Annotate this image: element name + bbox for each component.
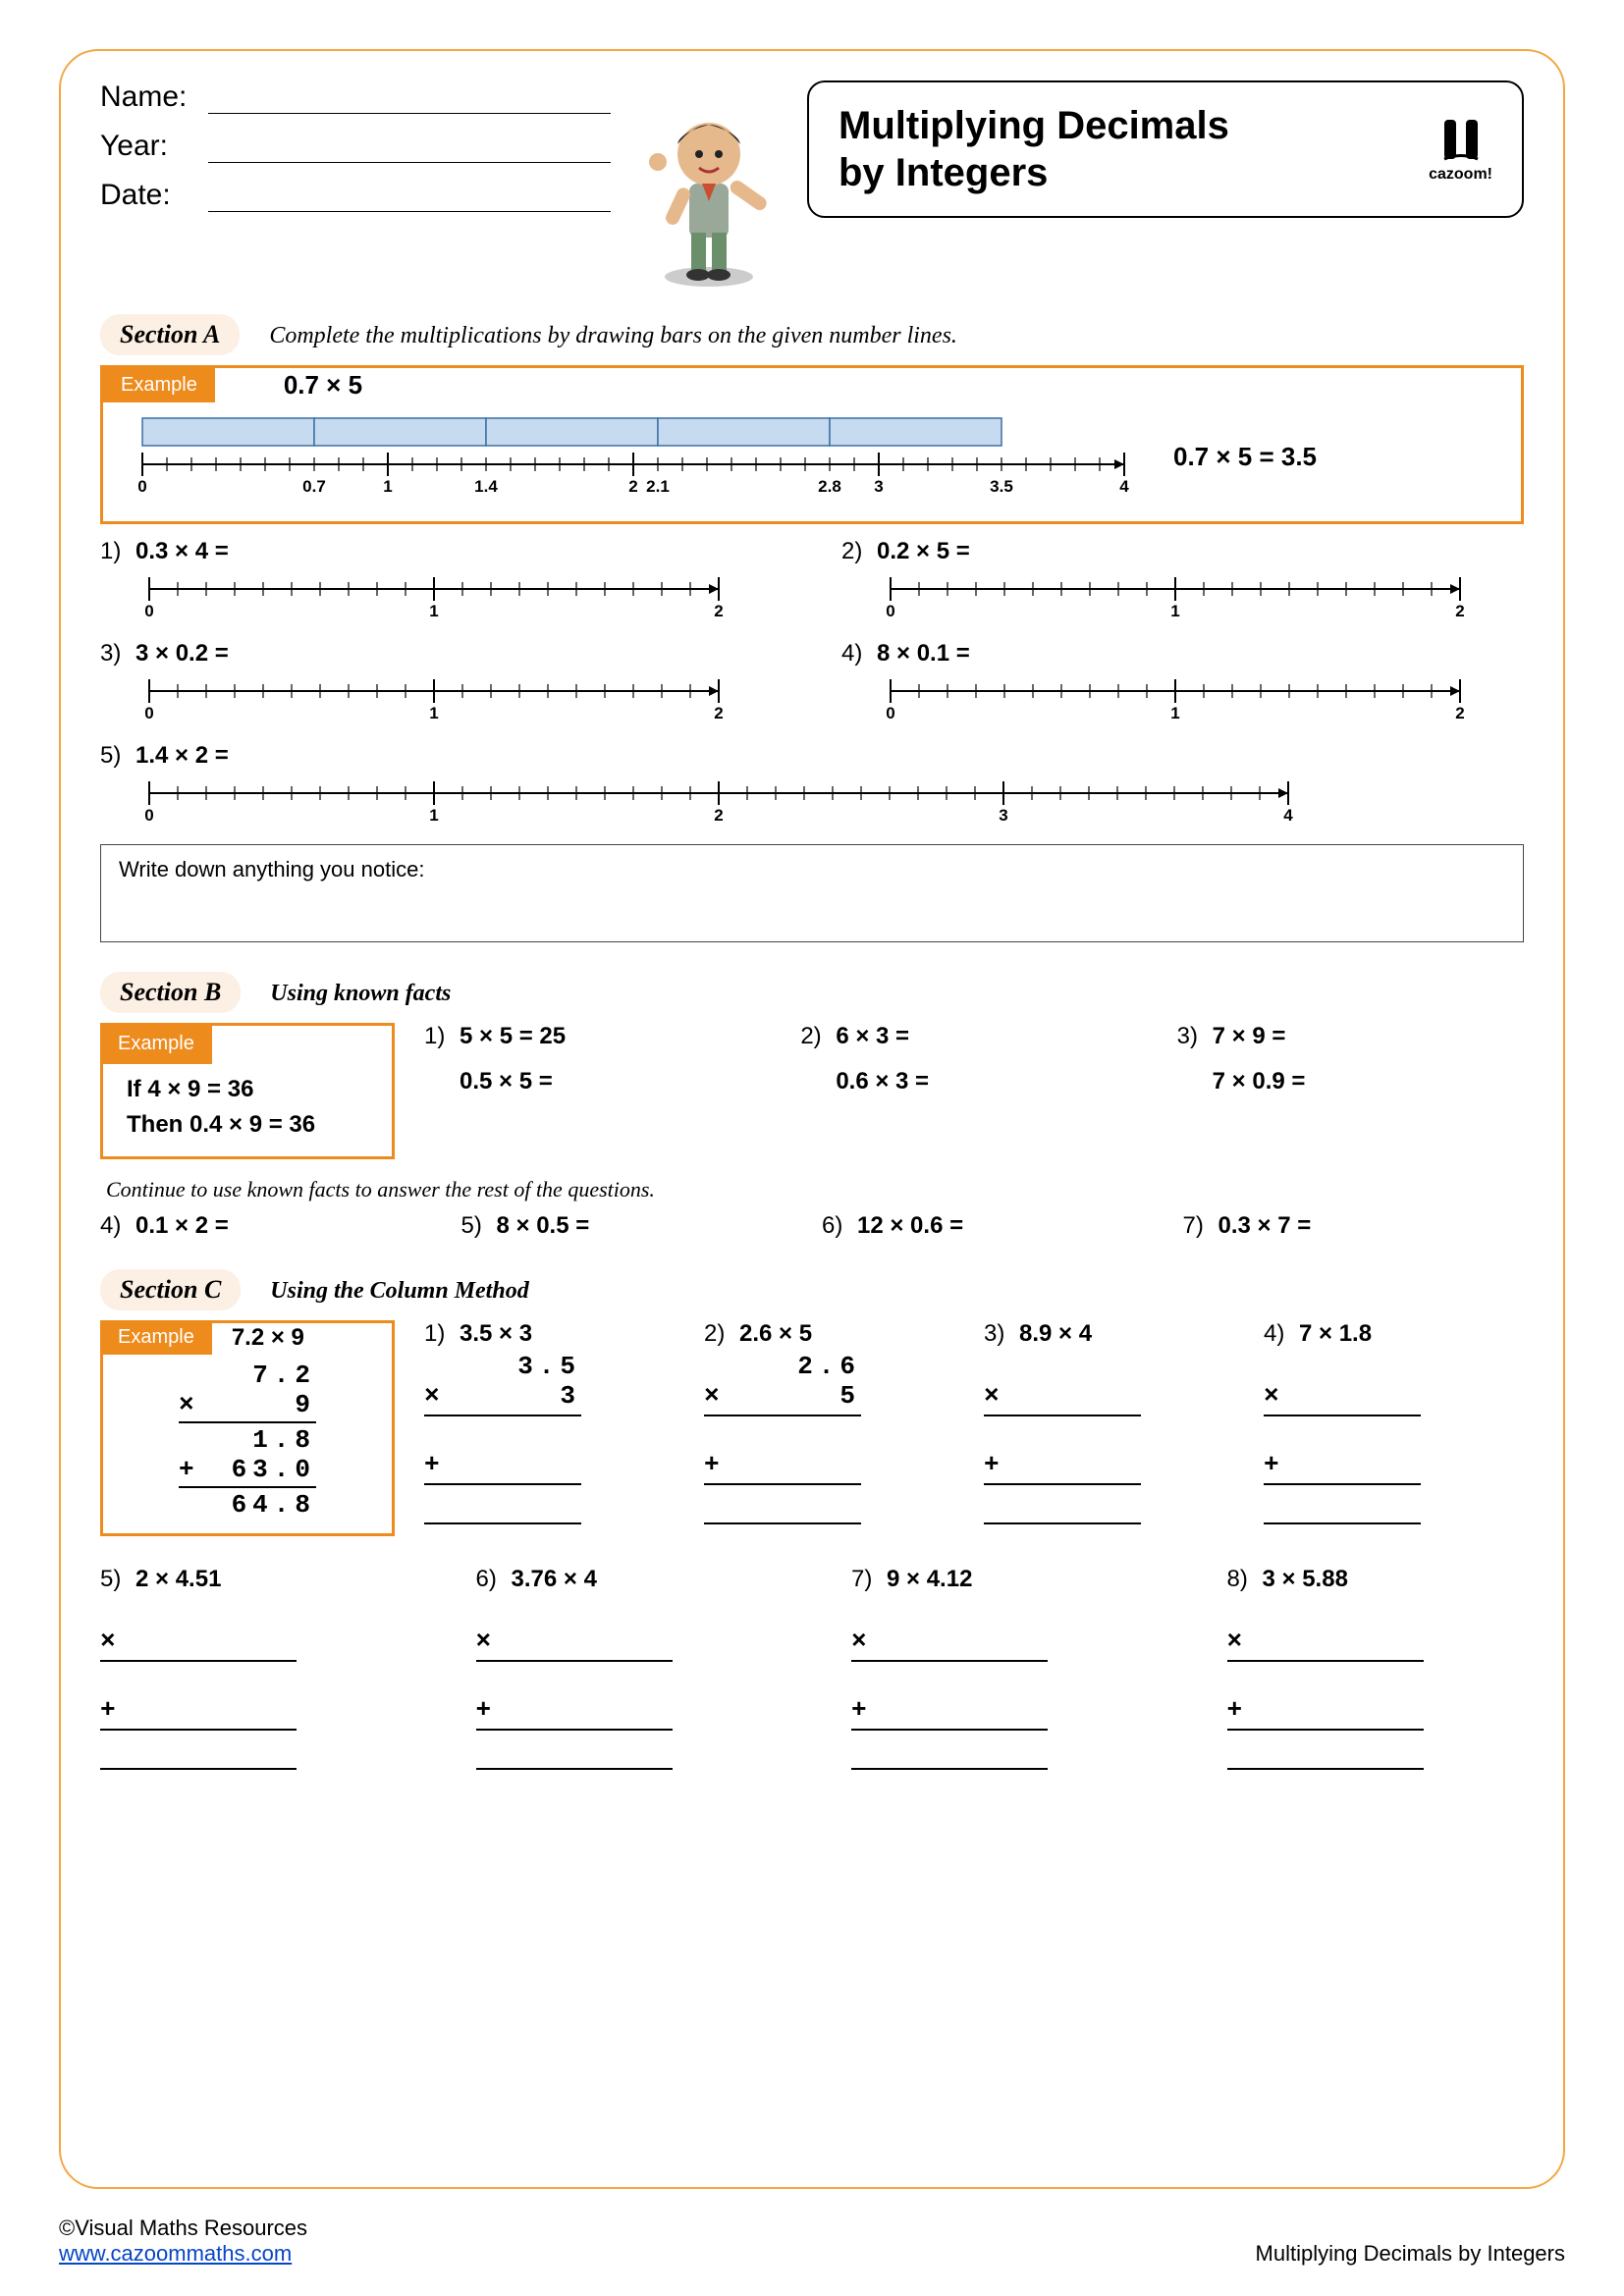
example-c-head: 7.2 × 9 bbox=[232, 1324, 304, 1352]
section-c-item: 2)2.6 × 5 2.6 ×5 + bbox=[704, 1320, 964, 1528]
svg-text:2.1: 2.1 bbox=[646, 477, 670, 496]
svg-text:0: 0 bbox=[144, 602, 153, 620]
section-c-row2: 5)2 × 4.51 × + 6)3.76 × 4 × + 7)9 × 4.12… bbox=[100, 1566, 1524, 1774]
svg-text:3: 3 bbox=[874, 477, 883, 496]
section-c-badge: Section C bbox=[100, 1269, 241, 1310]
worksheet-title: Multiplying Decimals by Integers bbox=[839, 102, 1229, 196]
example-tag-b: Example bbox=[100, 1023, 212, 1064]
svg-text:0: 0 bbox=[137, 477, 146, 496]
svg-text:4: 4 bbox=[1119, 477, 1129, 496]
notice-box[interactable]: Write down anything you notice: bbox=[100, 844, 1524, 942]
section-b-item: 2)6 × 3 =0.6 × 3 = bbox=[800, 1023, 1147, 1095]
title-line-2: by Integers bbox=[839, 151, 1048, 194]
section-c-subtitle: Using the Column Method bbox=[270, 1278, 528, 1305]
name-input-line[interactable] bbox=[208, 88, 611, 114]
svg-text:0: 0 bbox=[144, 806, 153, 825]
svg-text:1: 1 bbox=[1170, 704, 1179, 722]
section-a-subtitle: Complete the multiplications by drawing … bbox=[269, 323, 957, 349]
section-b-item: 7)0.3 × 7 = bbox=[1183, 1212, 1525, 1240]
section-c-row1: 1)3.5 × 3 3.5 ×3 + 2)2.6 × 5 2.6 ×5 + 3)… bbox=[424, 1320, 1524, 1528]
section-c-item: 8)3 × 5.88 × + bbox=[1227, 1566, 1525, 1774]
worksheet-border: Name: Year: Date: bbox=[59, 49, 1565, 2189]
svg-text:2: 2 bbox=[714, 704, 723, 722]
svg-text:2: 2 bbox=[1455, 602, 1464, 620]
section-b-item: 3)7 × 9 =7 × 0.9 = bbox=[1177, 1023, 1524, 1095]
mascot-illustration bbox=[630, 80, 787, 296]
title-line-1: Multiplying Decimals bbox=[839, 104, 1229, 147]
section-a-problem: 4)8 × 0.1 = 012 bbox=[841, 640, 1524, 732]
section-b-item: 4)0.1 × 2 = bbox=[100, 1212, 442, 1240]
svg-text:2: 2 bbox=[714, 602, 723, 620]
section-b-subtitle: Using known facts bbox=[270, 981, 451, 1007]
name-label: Name: bbox=[100, 80, 208, 114]
section-a-problem: 5)1.4 × 2 = 01234 bbox=[100, 742, 1524, 834]
student-info: Name: Year: Date: bbox=[100, 80, 611, 228]
svg-text:2: 2 bbox=[1455, 704, 1464, 722]
svg-text:0: 0 bbox=[144, 704, 153, 722]
svg-text:2: 2 bbox=[714, 806, 723, 825]
logo-text: cazoom! bbox=[1429, 166, 1492, 183]
svg-text:1: 1 bbox=[383, 477, 392, 496]
example-numberline: 0 0.7 1 1.4 2 2.1 2.8 3 3.5 4 bbox=[133, 410, 1134, 504]
example-c-p2: 63.0 bbox=[232, 1455, 316, 1484]
example-c-answer: 64.8 bbox=[179, 1490, 316, 1520]
example-b-line1: If 4 × 9 = 36 bbox=[127, 1072, 368, 1107]
svg-text:4: 4 bbox=[1283, 806, 1293, 825]
title-box: Multiplying Decimals by Integers cazoom! bbox=[807, 80, 1524, 218]
footer-link[interactable]: www.cazoommaths.com bbox=[59, 2241, 292, 2266]
section-c-item: 5)2 × 4.51 × + bbox=[100, 1566, 398, 1774]
section-c-item: 6)3.76 × 4 × + bbox=[476, 1566, 774, 1774]
year-label: Year: bbox=[100, 130, 208, 163]
header: Name: Year: Date: bbox=[100, 80, 1524, 296]
svg-text:1: 1 bbox=[1170, 602, 1179, 620]
section-b-row1: 1)5 × 5 = 250.5 × 5 = 2)6 × 3 =0.6 × 3 = 3… bbox=[424, 1023, 1524, 1095]
year-input-line[interactable] bbox=[208, 137, 611, 163]
date-label: Date: bbox=[100, 179, 208, 212]
section-b-continue: Continue to use known facts to answer th… bbox=[106, 1177, 1524, 1202]
footer-copyright: ©Visual Maths Resources bbox=[59, 2216, 307, 2240]
svg-text:1.4: 1.4 bbox=[474, 477, 498, 496]
footer: ©Visual Maths Resources www.cazoommaths.… bbox=[59, 2216, 1565, 2267]
section-a-problem: 2)0.2 × 5 = 012 bbox=[841, 538, 1524, 630]
svg-text:1: 1 bbox=[429, 704, 438, 722]
example-c-mult: 9 bbox=[295, 1390, 316, 1419]
example-a-problem: 0.7 × 5 bbox=[284, 370, 362, 400]
svg-text:0.7: 0.7 bbox=[302, 477, 326, 496]
section-b-item: 6)12 × 0.6 = bbox=[822, 1212, 1164, 1240]
section-c-item: 7)9 × 4.12 × + bbox=[851, 1566, 1149, 1774]
section-b-item: 1)5 × 5 = 250.5 × 5 = bbox=[424, 1023, 771, 1095]
svg-text:2.8: 2.8 bbox=[818, 477, 841, 496]
section-b-item: 5)8 × 0.5 = bbox=[461, 1212, 803, 1240]
example-c-calc: 7.2 ×9 1.8 +63.0 64.8 bbox=[179, 1361, 316, 1520]
section-b-example-box: Example If 4 × 9 = 36 Then 0.4 × 9 = 36 bbox=[100, 1023, 395, 1159]
section-c-item: 1)3.5 × 3 3.5 ×3 + bbox=[424, 1320, 684, 1528]
section-a-example-box: Example 0.7 × 5 0 0.7 1 1.4 2 2.1 2.8 3 3.5 4 0.7… bbox=[100, 365, 1524, 524]
section-a-badge: Section A bbox=[100, 314, 240, 355]
section-a-problem: 3)3 × 0.2 = 012 bbox=[100, 640, 783, 732]
example-c-top: 7.2 bbox=[179, 1361, 316, 1390]
svg-text:3: 3 bbox=[999, 806, 1007, 825]
example-c-p1: 1.8 bbox=[179, 1425, 316, 1455]
svg-text:1: 1 bbox=[429, 602, 438, 620]
svg-text:0: 0 bbox=[886, 704, 894, 722]
section-b-badge: Section B bbox=[100, 972, 241, 1013]
section-c-example-box: Example 7.2 × 9 7.2 ×9 1.8 +63.0 64.8 bbox=[100, 1320, 395, 1536]
section-c-item: 4)7 × 1.8 × + bbox=[1264, 1320, 1524, 1528]
example-b-line2: Then 0.4 × 9 = 36 bbox=[127, 1107, 368, 1143]
svg-text:2: 2 bbox=[628, 477, 637, 496]
date-input-line[interactable] bbox=[208, 187, 611, 212]
section-a-problem: 1)0.3 × 4 = 012 bbox=[100, 538, 783, 630]
svg-text:3.5: 3.5 bbox=[990, 477, 1013, 496]
footer-pagename: Multiplying Decimals by Integers bbox=[1256, 2241, 1565, 2267]
example-a-answer: 0.7 × 5 = 3.5 bbox=[1173, 442, 1317, 472]
example-tag-a: Example bbox=[103, 368, 215, 402]
svg-text:0: 0 bbox=[886, 602, 894, 620]
section-b-row2: 4)0.1 × 2 = 5)8 × 0.5 = 6)12 × 0.6 = 7)0.3 … bbox=[100, 1212, 1524, 1240]
svg-text:1: 1 bbox=[429, 806, 438, 825]
cazoom-logo: cazoom! bbox=[1429, 115, 1492, 184]
section-c-item: 3)8.9 × 4 × + bbox=[984, 1320, 1244, 1528]
section-a-problems: 1)0.3 × 4 = 012 2)0.2 × 5 = 012 3)3 × 0.… bbox=[100, 538, 1524, 834]
example-tag-c: Example bbox=[100, 1320, 212, 1355]
notice-prompt: Write down anything you notice: bbox=[119, 857, 424, 881]
